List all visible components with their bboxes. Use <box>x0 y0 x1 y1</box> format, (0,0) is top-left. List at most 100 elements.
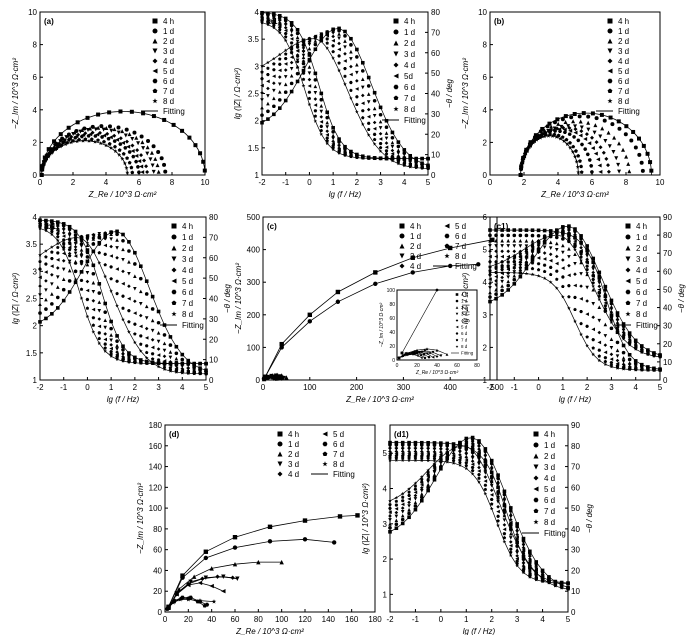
legend-marker <box>152 68 158 74</box>
phase-point <box>419 483 424 487</box>
inset-data-point <box>431 355 435 359</box>
y2-tick-label: 60 <box>663 267 672 276</box>
data-point <box>40 168 45 172</box>
phase-point <box>426 482 430 487</box>
modulus-point <box>313 90 318 95</box>
data-point <box>531 140 536 145</box>
y-tick-label: 3 <box>483 311 488 320</box>
inset-legend-marker <box>455 299 459 303</box>
phase-point <box>186 371 191 375</box>
phase-point <box>343 39 347 43</box>
x-tick-label: 200 <box>350 383 364 392</box>
phase-point <box>325 41 329 45</box>
modulus-point <box>573 307 577 311</box>
data-point <box>78 129 83 134</box>
modulus-point <box>489 483 494 488</box>
legend-marker <box>171 245 177 251</box>
phase-point <box>394 522 399 527</box>
modulus-point <box>313 119 318 123</box>
data-point <box>186 582 191 588</box>
legend-marker <box>533 442 539 448</box>
modulus-point <box>313 114 318 118</box>
phase-point <box>500 288 504 293</box>
modulus-point <box>144 361 149 365</box>
data-point <box>130 137 135 142</box>
modulus-point <box>579 321 583 326</box>
data-point <box>75 120 80 125</box>
y-axis-label: −Z_Im / 10^3 Ω·cm² <box>136 483 145 554</box>
phase-point <box>603 309 608 314</box>
data-point <box>552 132 557 137</box>
y-tick-label: 3 <box>383 520 388 529</box>
modulus-point <box>91 323 96 327</box>
data-point <box>104 125 109 130</box>
modulus-point <box>204 361 208 366</box>
modulus-point <box>445 443 450 448</box>
y2-tick-label: 70 <box>571 463 580 472</box>
data-point <box>563 114 568 119</box>
phase-point <box>488 299 492 304</box>
phase-point <box>408 164 413 169</box>
data-point <box>107 124 112 129</box>
phase-point <box>366 100 371 104</box>
inset-data-point <box>428 351 432 355</box>
phase-point <box>419 492 424 496</box>
phase-point <box>343 59 347 63</box>
legend-marker <box>322 431 328 437</box>
modulus-point <box>494 249 498 254</box>
legend-label: 3 d <box>163 47 174 56</box>
modulus-point <box>502 539 507 544</box>
phase-point <box>372 137 377 141</box>
phase-point <box>85 234 90 238</box>
inset-data-point <box>417 350 421 354</box>
modulus-point <box>621 359 626 364</box>
phase-point <box>313 39 318 43</box>
phase-point <box>591 256 596 261</box>
modulus-point <box>483 487 488 491</box>
data-point <box>43 158 48 163</box>
phase-point <box>133 250 137 255</box>
legend-marker <box>393 73 399 79</box>
data-point <box>81 132 86 137</box>
modulus-point <box>585 312 589 316</box>
modulus-point <box>458 458 462 462</box>
y-tick-label: 2 <box>383 555 388 564</box>
modulus-point <box>536 228 541 233</box>
phase-point <box>372 120 377 125</box>
phase-point <box>97 240 102 245</box>
phase-point <box>360 122 365 126</box>
data-point <box>587 141 592 146</box>
phase-point <box>597 287 602 292</box>
data-point <box>159 156 164 161</box>
modulus-point <box>401 456 405 460</box>
fit-line <box>168 561 282 608</box>
modulus-point <box>313 103 318 107</box>
y2-tick-label: 30 <box>663 322 672 331</box>
phase-point <box>646 352 650 357</box>
inset-data-point <box>411 350 415 354</box>
phase-point <box>115 238 119 242</box>
phase-point <box>56 251 60 255</box>
y-tick-label: 4 <box>255 8 260 17</box>
legend-marker <box>171 289 177 295</box>
phase-point <box>325 46 330 50</box>
phase-point <box>349 80 353 85</box>
legend-marker <box>625 245 631 251</box>
modulus-point <box>530 266 535 271</box>
inset-legend-label: 4 d <box>461 318 468 323</box>
data-point <box>601 150 606 155</box>
data-point <box>153 156 158 161</box>
modulus-point <box>79 248 84 252</box>
phase-point <box>603 298 608 302</box>
modulus-point <box>307 59 312 63</box>
modulus-point <box>515 563 519 568</box>
data-point <box>135 165 140 169</box>
panel-d: 0 20 40 60 80 100 120 140 160 1800204060801001201… <box>136 421 382 635</box>
phase-point <box>573 247 577 252</box>
phase-point <box>536 242 541 246</box>
modulus-point <box>494 260 498 264</box>
modulus-point <box>585 299 589 303</box>
data-point <box>584 132 589 137</box>
